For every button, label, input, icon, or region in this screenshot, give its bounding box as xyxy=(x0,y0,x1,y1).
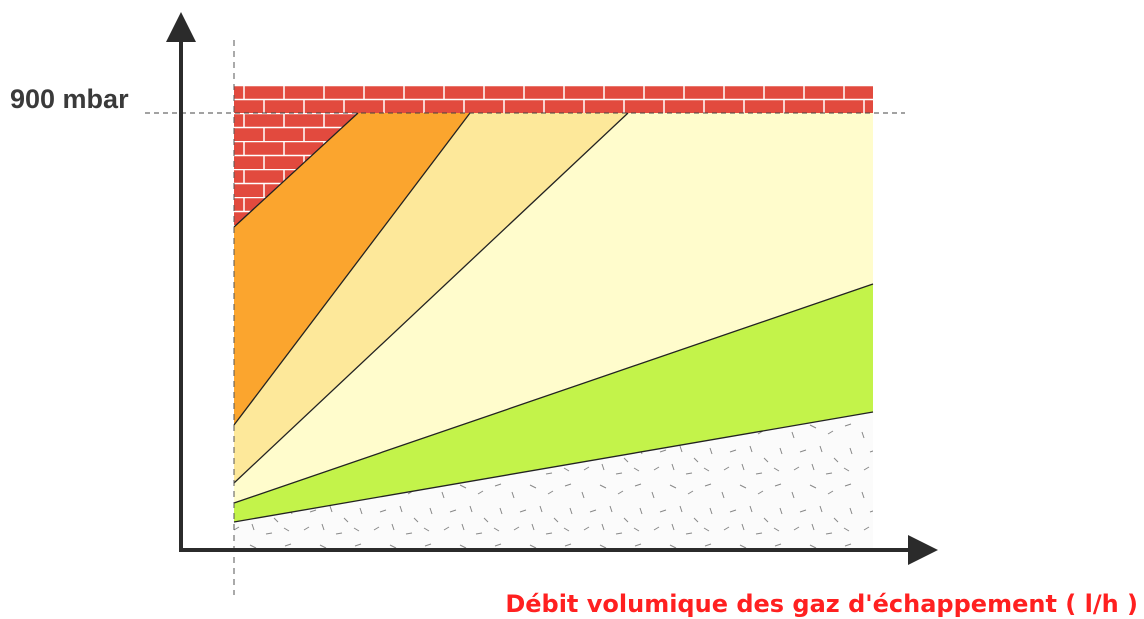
y-axis-label: 900 mbar xyxy=(10,84,129,114)
page: {"y_axis_label": "900 mbar", "x_axis_tit… xyxy=(0,0,1144,619)
x-arrow xyxy=(908,535,938,565)
y-arrow xyxy=(166,12,196,42)
diagram: 900 mbar Débit volumique des gaz d'échap… xyxy=(0,0,1144,619)
brick-top xyxy=(234,85,873,113)
x-axis-title: Débit volumique des gaz d'échappement ( … xyxy=(505,590,1138,618)
